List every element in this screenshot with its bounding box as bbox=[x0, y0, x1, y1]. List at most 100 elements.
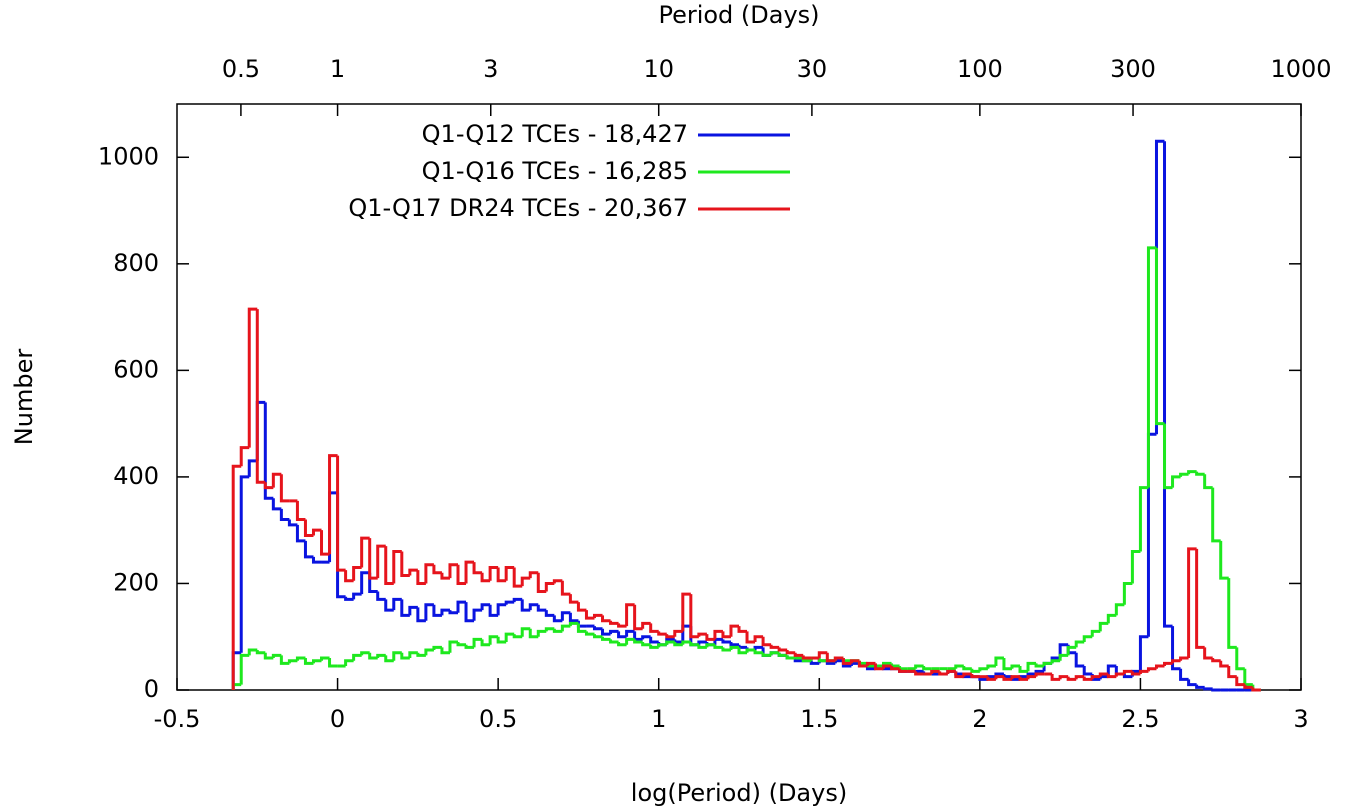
histogram-step bbox=[552, 615, 563, 623]
histogram-step bbox=[721, 631, 731, 639]
histogram-step bbox=[914, 671, 924, 676]
histogram-step bbox=[825, 652, 836, 663]
histogram-step bbox=[745, 631, 756, 644]
histogram-step bbox=[520, 599, 531, 612]
histogram-step bbox=[416, 652, 426, 657]
histogram-step bbox=[279, 474, 290, 503]
histogram-step bbox=[287, 519, 298, 527]
histogram-step bbox=[713, 629, 723, 640]
histogram-step bbox=[1163, 423, 1173, 490]
histogram-step bbox=[1098, 672, 1109, 677]
histogram-step bbox=[239, 446, 250, 467]
histogram-step bbox=[512, 634, 523, 639]
histogram-step bbox=[1058, 643, 1069, 659]
histogram-step bbox=[1114, 672, 1125, 677]
histogram-step bbox=[576, 623, 587, 633]
histogram-step bbox=[592, 634, 603, 639]
histogram-step bbox=[360, 571, 370, 595]
histogram-step bbox=[1082, 666, 1093, 676]
histogram-step bbox=[448, 610, 458, 615]
histogram-step bbox=[512, 597, 523, 603]
histogram-step bbox=[263, 652, 274, 660]
histogram-step bbox=[649, 636, 659, 644]
histogram-step bbox=[697, 632, 707, 637]
histogram-step bbox=[1082, 676, 1093, 681]
histogram-step bbox=[938, 671, 948, 676]
histogram-step bbox=[1235, 647, 1245, 671]
histogram-step bbox=[424, 603, 434, 621]
histogram-step bbox=[368, 538, 378, 580]
histogram-step bbox=[697, 644, 707, 649]
x-tick-label: 0.5 bbox=[479, 705, 517, 733]
histogram-step bbox=[1179, 472, 1189, 477]
histogram-step bbox=[247, 307, 258, 448]
histogram-step bbox=[1058, 653, 1069, 661]
histogram-step bbox=[408, 651, 418, 659]
histogram-step bbox=[657, 631, 667, 636]
histogram-step bbox=[536, 629, 547, 637]
histogram-step bbox=[1203, 687, 1213, 691]
histogram-step bbox=[496, 603, 507, 616]
histogram-step bbox=[681, 592, 691, 632]
histogram-step bbox=[1018, 676, 1029, 681]
histogram-step bbox=[801, 655, 812, 660]
histogram-step bbox=[295, 524, 306, 543]
histogram-step bbox=[464, 560, 475, 584]
x2-tick-label: 1 bbox=[330, 55, 345, 83]
histogram-step bbox=[1154, 664, 1165, 669]
histogram-step bbox=[311, 659, 322, 664]
histogram-step bbox=[633, 639, 643, 644]
histogram-step bbox=[1179, 668, 1189, 681]
histogram-step bbox=[841, 658, 852, 665]
histogram-step bbox=[665, 634, 675, 639]
histogram-step bbox=[994, 675, 1004, 680]
histogram-step bbox=[1179, 656, 1189, 661]
histogram-step bbox=[1066, 645, 1077, 656]
histogram-step bbox=[255, 650, 266, 655]
histogram-step bbox=[295, 656, 306, 661]
histogram-step bbox=[1171, 475, 1181, 488]
histogram-step bbox=[328, 454, 338, 555]
histogram-step bbox=[609, 629, 619, 635]
histogram-step bbox=[1146, 246, 1157, 488]
histogram-step bbox=[890, 666, 900, 671]
histogram-step bbox=[448, 640, 458, 653]
histogram-step bbox=[601, 628, 611, 636]
histogram-step bbox=[601, 615, 611, 623]
histogram-step bbox=[737, 647, 748, 655]
histogram-step bbox=[440, 608, 450, 616]
histogram-step bbox=[528, 603, 539, 611]
histogram-step bbox=[496, 636, 507, 644]
histogram-step bbox=[986, 664, 996, 669]
histogram-step bbox=[954, 664, 964, 669]
histogram-step bbox=[544, 610, 555, 617]
histogram-step bbox=[857, 660, 868, 668]
histogram-step bbox=[1026, 661, 1037, 672]
histogram-step bbox=[649, 623, 659, 633]
histogram-step bbox=[376, 653, 386, 659]
histogram-step bbox=[592, 626, 603, 631]
histogram-step bbox=[544, 627, 555, 632]
histogram-step bbox=[568, 612, 579, 623]
histogram-step bbox=[239, 475, 250, 653]
histogram-step bbox=[1130, 549, 1141, 584]
histogram-step bbox=[295, 500, 306, 522]
histogram-step bbox=[890, 663, 900, 668]
y-tick-label: 200 bbox=[113, 568, 159, 596]
histogram-step bbox=[512, 567, 523, 588]
x2-tick-label: 1000 bbox=[1270, 55, 1331, 83]
histogram-step bbox=[1082, 635, 1093, 643]
histogram-step bbox=[303, 658, 314, 665]
histogram-step bbox=[584, 631, 595, 636]
histogram-step bbox=[665, 640, 675, 645]
histogram-step bbox=[472, 608, 483, 621]
x2-tick-label: 30 bbox=[797, 55, 828, 83]
histogram-step bbox=[384, 655, 394, 663]
histogram-step bbox=[1074, 640, 1085, 648]
histogram-step bbox=[761, 652, 772, 657]
histogram-step bbox=[360, 651, 370, 656]
histogram-step bbox=[793, 652, 804, 657]
histogram-step bbox=[1251, 687, 1261, 692]
histogram-step bbox=[1219, 660, 1229, 668]
histogram-step bbox=[625, 603, 635, 627]
